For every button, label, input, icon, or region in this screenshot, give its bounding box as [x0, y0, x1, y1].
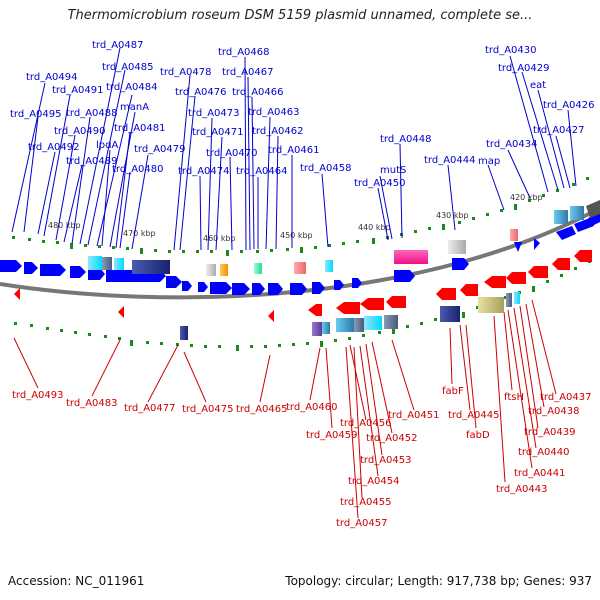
reverse-gene-arrows [14, 250, 592, 322]
gene-label: trd_A0461 [268, 145, 320, 156]
gene-label: map [478, 156, 500, 167]
gene-label: trd_A0444 [424, 155, 476, 166]
gene-label: lpdA [96, 140, 118, 151]
forward-feature-boxes [88, 200, 600, 276]
forward-gene-labels: trd_A0494 trd_A0495 trd_A0492 trd_A0491 … [10, 40, 595, 189]
gene-label: trd_A0480 [112, 164, 164, 175]
scale-label: 430 kbp [436, 211, 469, 220]
scale-label: 480 kbp [48, 221, 81, 230]
gene-label: trd_A0477 [124, 403, 176, 414]
gene-label: trd_A0488 [66, 108, 118, 119]
gene-label: trd_A0466 [232, 87, 284, 98]
forward-gene-arrows [0, 213, 600, 295]
outer-scale-ticks [12, 177, 589, 256]
gene-label: trd_A0451 [388, 410, 440, 421]
gene-label: trd_A0470 [206, 148, 258, 159]
scale-label: 440 kbp [358, 223, 391, 232]
gene-label: trd_A0439 [524, 427, 576, 438]
gene-label: mutS [380, 165, 406, 176]
gene-label: trd_A0455 [340, 497, 392, 508]
gene-label: trd_A0434 [486, 139, 538, 150]
gene-label: trd_A0454 [348, 476, 400, 487]
gene-label: trd_A0445 [448, 410, 500, 421]
gene-label: trd_A0492 [28, 142, 80, 153]
gene-label: fabF [442, 386, 464, 397]
gene-label: trd_A0483 [66, 398, 118, 409]
gene-label: ftsH [504, 392, 524, 403]
gene-label: trd_A0464 [236, 166, 288, 177]
gene-label: trd_A0484 [106, 82, 158, 93]
gene-label: trd_A0458 [300, 163, 352, 174]
gene-label: trd_A0476 [175, 87, 227, 98]
gene-label: trd_A0467 [222, 67, 274, 78]
gene-label: manA [120, 102, 149, 113]
gene-label: trd_A0450 [354, 178, 406, 189]
gene-label: trd_A0427 [533, 125, 585, 136]
topology-summary: Topology: circular; Length: 917,738 bp; … [285, 574, 592, 588]
gene-label: trd_A0457 [336, 518, 388, 529]
reverse-label-lines [13, 299, 557, 519]
gene-label: trd_A0448 [380, 134, 432, 145]
gene-label: trd_A0456 [340, 418, 392, 429]
scale-label: 470 kbp [123, 229, 156, 238]
gene-label: trd_A0441 [514, 468, 566, 479]
gene-label: trd_A0474 [178, 166, 230, 177]
gene-label: trd_A0475 [182, 404, 234, 415]
gene-label: trd_A0452 [366, 433, 418, 444]
gene-label: trd_A0481 [114, 123, 166, 134]
gene-label: trd_A0463 [248, 107, 300, 118]
gene-label: trd_A0440 [518, 447, 570, 458]
gene-label: trd_A0426 [543, 100, 595, 111]
gene-label: trd_A0468 [218, 47, 270, 58]
gene-label: trd_A0494 [26, 72, 78, 83]
gene-label: trd_A0438 [528, 406, 580, 417]
gene-label: trd_A0489 [66, 156, 118, 167]
gene-label: trd_A0495 [10, 109, 62, 120]
scale-label: 450 kbp [280, 231, 313, 240]
forward-label-lines [11, 47, 577, 251]
gene-label: trd_A0430 [485, 45, 537, 56]
gene-label: trd_A0453 [360, 455, 412, 466]
gene-label: trd_A0459 [306, 430, 358, 441]
reverse-gene-labels: trd_A0493 trd_A0483 trd_A0477 trd_A0475 … [12, 386, 592, 529]
gene-label: trd_A0429 [498, 63, 550, 74]
gene-label: trd_A0487 [92, 40, 144, 51]
accession-text: Accession: NC_011961 [8, 574, 145, 588]
gene-label: trd_A0485 [102, 62, 154, 73]
gene-label: trd_A0471 [192, 127, 244, 138]
gene-label: trd_A0490 [54, 126, 106, 137]
gene-label: eat [530, 80, 546, 91]
gene-label: fabD [466, 430, 490, 441]
scale-label: 420 kbp [510, 193, 543, 202]
gene-label: trd_A0493 [12, 390, 64, 401]
reverse-feature-boxes [180, 292, 520, 340]
gene-label: trd_A0478 [160, 67, 212, 78]
gene-label: trd_A0460 [286, 402, 338, 413]
gene-label: trd_A0465 [236, 404, 288, 415]
gene-label: trd_A0462 [252, 126, 304, 137]
scale-label: 460 kbp [203, 234, 236, 243]
map-title: Thermomicrobium roseum DSM 5159 plasmid … [67, 8, 533, 23]
gene-label: trd_A0473 [188, 108, 240, 119]
gene-label: trd_A0491 [52, 85, 104, 96]
gene-label: trd_A0437 [540, 392, 592, 403]
gene-label: trd_A0479 [134, 144, 186, 155]
gene-label: trd_A0443 [496, 484, 548, 495]
